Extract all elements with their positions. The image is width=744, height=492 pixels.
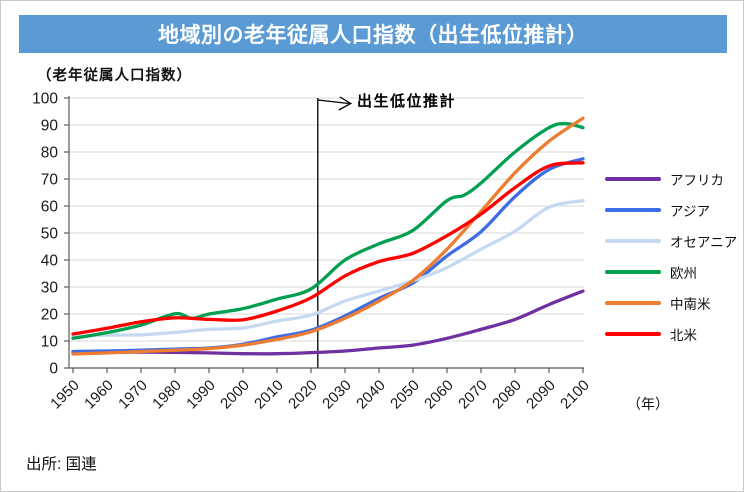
legend-swatch — [605, 331, 661, 336]
legend-item-2: オセアニア — [605, 225, 743, 256]
y-tick-label: 90 — [41, 118, 59, 135]
x-tick-label: 2050 — [387, 377, 423, 413]
x-tick-label: 2040 — [353, 377, 389, 413]
source-note: 出所: 国連 — [26, 456, 97, 473]
y-tick-label: 10 — [41, 334, 59, 351]
legend-label: アフリカ — [670, 172, 724, 188]
legend-label: 欧州 — [670, 265, 697, 281]
legend-swatch — [605, 207, 661, 212]
axes — [64, 96, 584, 373]
legend-label: オセアニア — [670, 234, 738, 250]
y-tick-label: 70 — [41, 172, 59, 189]
legend: アフリカアジアオセアニア欧州中南米北米 — [605, 163, 743, 349]
x-tick-label: 2100 — [557, 377, 593, 413]
legend-swatch — [605, 176, 661, 181]
y-tick-label: 20 — [41, 307, 59, 324]
x-tick-label: 1960 — [81, 377, 117, 413]
y-tick-label: 60 — [41, 199, 59, 216]
y-tick-label: 0 — [49, 361, 58, 378]
legend-label: 北米 — [670, 327, 697, 343]
y-tick-label: 80 — [41, 145, 59, 162]
legend-item-1: アジア — [605, 194, 743, 225]
x-tick-label: 2060 — [421, 377, 457, 413]
x-tick-labels: 1950196019701980199020002010202020302040… — [47, 377, 593, 413]
y-axis-title: （老年従属人口指数） — [37, 68, 192, 84]
legend-item-5: 北米 — [605, 318, 743, 349]
x-tick-label: 2090 — [523, 377, 559, 413]
x-tick-label: 2010 — [251, 377, 287, 413]
legend-item-3: 欧州 — [605, 256, 743, 287]
x-axis-unit-label: （年） — [627, 396, 669, 412]
x-tick-label: 2020 — [285, 377, 321, 413]
x-tick-label: 2000 — [217, 377, 253, 413]
legend-item-4: 中南米 — [605, 287, 743, 318]
x-tick-label: 1950 — [47, 377, 83, 413]
legend-item-0: アフリカ — [605, 163, 743, 194]
legend-swatch — [605, 269, 661, 274]
chart-title-banner: 地域別の老年従属人口指数（出生低位推計） — [19, 15, 727, 53]
legend-swatch — [605, 300, 661, 305]
y-tick-labels: 0 10 20 30 40 50 60 70 80 90 100 — [32, 91, 58, 378]
x-tick-label: 1970 — [115, 377, 151, 413]
series-line-欧州 — [71, 122, 585, 340]
x-tick-label: 1990 — [183, 377, 219, 413]
y-tick-label: 30 — [41, 280, 59, 297]
line-chart-canvas: 0102030405060708090100195019601970198019… — [32, 91, 593, 413]
y-tick-label: 50 — [41, 226, 59, 243]
series-line-中南米 — [71, 116, 585, 356]
projection-annotation-label: 出生低位推計 — [357, 93, 457, 110]
y-tick-label: 100 — [32, 91, 58, 108]
x-tick-label: 2080 — [489, 377, 525, 413]
y-tick-label: 40 — [41, 253, 59, 270]
legend-label: 中南米 — [670, 296, 711, 312]
gridlines — [69, 97, 584, 342]
x-tick-label: 1980 — [149, 377, 185, 413]
series-line-オセアニア — [71, 198, 585, 338]
legend-label: アジア — [670, 203, 710, 219]
chart-title: 地域別の老年従属人口指数（出生低位推計） — [158, 24, 588, 47]
series-line-北米 — [71, 161, 585, 336]
x-tick-label: 2030 — [319, 377, 355, 413]
series-lines — [71, 116, 585, 356]
annotation-arrow — [317, 96, 353, 111]
legend-swatch — [605, 238, 661, 243]
x-tick-label: 2070 — [455, 377, 491, 413]
